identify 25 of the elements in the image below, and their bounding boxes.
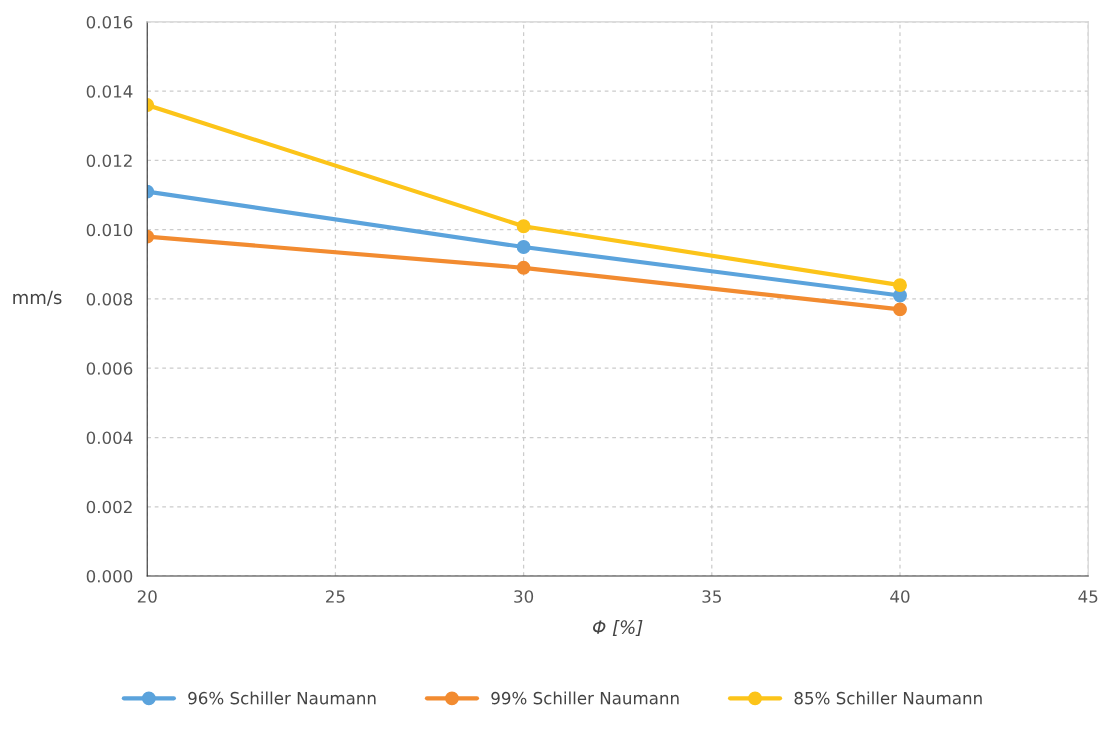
x-tick-label: 45 — [1078, 590, 1098, 603]
legend-label: 99% Schiller Naumann — [491, 691, 679, 705]
legend-label: 96% Schiller Naumann — [188, 691, 376, 705]
legend-label: 85% Schiller Naumann — [794, 691, 982, 705]
point — [516, 240, 531, 254]
point — [516, 219, 531, 234]
point — [893, 302, 907, 317]
x-tick-label: 40 — [890, 590, 910, 603]
y-tick-label: 0.014 — [86, 85, 133, 98]
x-tick-label: 25 — [326, 590, 345, 603]
y-tick-label: 0.004 — [86, 431, 133, 445]
point — [516, 260, 531, 275]
y-tick-label: 0.000 — [86, 569, 133, 583]
y-tick-label: 0.012 — [86, 154, 132, 168]
y-tick-label: 0.008 — [86, 292, 133, 306]
point — [893, 278, 907, 293]
y-tick-label: 0.002 — [86, 500, 132, 514]
x-axis-title: Φ [%] — [593, 619, 643, 637]
y-tick-label: 0.010 — [86, 223, 133, 237]
y-axis-title: mm/s — [13, 290, 62, 306]
y-tick-label: 0.006 — [86, 362, 133, 375]
x-tick-label: 30 — [514, 590, 534, 603]
y-tick-label: 0.016 — [86, 15, 133, 29]
x-tick-label: 35 — [702, 590, 721, 603]
x-tick-label: 20 — [137, 590, 157, 603]
